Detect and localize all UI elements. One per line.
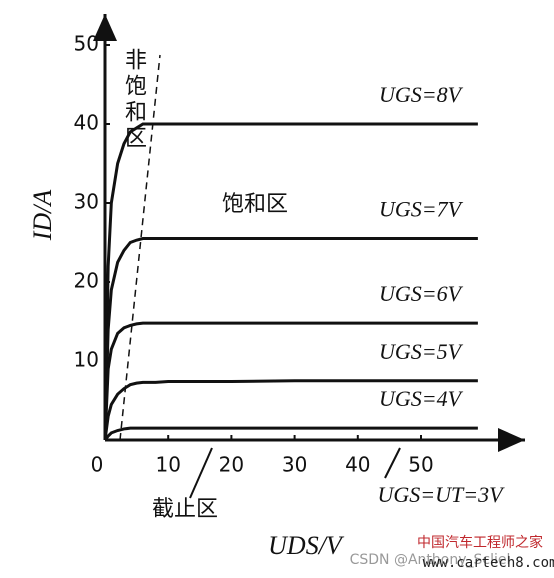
- y-tick-label: 50: [74, 32, 99, 56]
- annotation: UGS=UT=3V: [377, 482, 505, 507]
- annotation: 饱和区: [222, 192, 288, 217]
- curve: [103, 122, 478, 441]
- y-axis-title: ID/A: [28, 190, 57, 242]
- watermark: 中国汽车工程师之家: [417, 534, 543, 551]
- pinch-off-boundary: [119, 54, 161, 441]
- curve: [103, 321, 478, 441]
- y-tick-label: 30: [74, 190, 99, 214]
- x-tick-label: 20: [219, 453, 244, 477]
- series-label: UGS=8V: [379, 82, 464, 107]
- y-tick-label: 10: [74, 348, 99, 372]
- leader-line: [384, 447, 401, 479]
- x-tick-label: 30: [282, 453, 307, 477]
- annotation: 非饱和区: [121, 48, 147, 152]
- curve: [103, 426, 478, 441]
- x-tick-label: 40: [345, 453, 370, 477]
- leader-line: [189, 447, 213, 499]
- x-tick-label: 10: [155, 453, 180, 477]
- x-tick-label: 0: [91, 453, 104, 477]
- series-label: UGS=6V: [379, 281, 464, 306]
- curve: [103, 237, 478, 441]
- watermark: www.cartech8.com: [423, 555, 554, 571]
- curve: [103, 379, 478, 441]
- x-tick-label: 50: [408, 453, 433, 477]
- watermark: CSDN @Anthony_Scliel: [350, 552, 511, 568]
- series-label: UGS=7V: [379, 197, 464, 222]
- series-label: UGS=5V: [379, 339, 464, 364]
- y-tick-label: 20: [74, 269, 99, 293]
- series-label: UGS=4V: [379, 386, 464, 411]
- y-tick-label: 40: [74, 111, 99, 135]
- x-axis-title: UDS/V: [268, 531, 345, 560]
- annotation: 截止区: [152, 497, 218, 522]
